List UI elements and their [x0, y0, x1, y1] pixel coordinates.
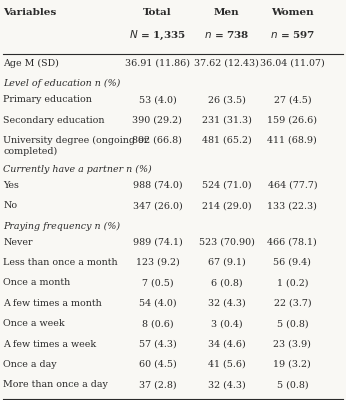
Text: 34 (4.6): 34 (4.6)	[208, 340, 246, 349]
Text: 524 (71.0): 524 (71.0)	[202, 181, 252, 190]
Text: 523 (70.90): 523 (70.90)	[199, 238, 255, 246]
Text: Men: Men	[214, 8, 239, 17]
Text: 27 (4.5): 27 (4.5)	[274, 95, 311, 104]
Text: 133 (22.3): 133 (22.3)	[267, 201, 317, 210]
Text: 60 (4.5): 60 (4.5)	[138, 360, 176, 369]
Text: 481 (65.2): 481 (65.2)	[202, 136, 252, 145]
Text: 37.62 (12.43): 37.62 (12.43)	[194, 59, 259, 68]
Text: 390 (29.2): 390 (29.2)	[133, 116, 182, 125]
Text: 214 (29.0): 214 (29.0)	[202, 201, 252, 210]
Text: 159 (26.6): 159 (26.6)	[267, 116, 317, 125]
Text: Less than once a month: Less than once a month	[3, 258, 118, 267]
Text: Praying frequency n (%): Praying frequency n (%)	[3, 222, 121, 231]
Text: Once a week: Once a week	[3, 319, 65, 328]
Text: More than once a day: More than once a day	[3, 380, 108, 390]
Text: $\mathit{n}$ = 738: $\mathit{n}$ = 738	[204, 29, 249, 40]
Text: 19 (3.2): 19 (3.2)	[273, 360, 311, 369]
Text: Variables: Variables	[3, 8, 57, 17]
Text: Level of education n (%): Level of education n (%)	[3, 79, 121, 88]
Text: 53 (4.0): 53 (4.0)	[138, 95, 176, 104]
Text: 22 (3.7): 22 (3.7)	[274, 299, 311, 308]
Text: Women: Women	[271, 8, 314, 17]
Text: 26 (3.5): 26 (3.5)	[208, 95, 246, 104]
Text: 36.91 (11.86): 36.91 (11.86)	[125, 59, 190, 68]
Text: 466 (78.1): 466 (78.1)	[267, 238, 317, 246]
Text: 464 (77.7): 464 (77.7)	[267, 181, 317, 190]
Text: 988 (74.0): 988 (74.0)	[133, 181, 182, 190]
Text: 5 (0.8): 5 (0.8)	[276, 319, 308, 328]
Text: A few times a month: A few times a month	[3, 299, 102, 308]
Text: 411 (68.9): 411 (68.9)	[267, 136, 317, 145]
Text: Once a day: Once a day	[3, 360, 57, 369]
Text: Total: Total	[143, 8, 172, 17]
Text: Primary education: Primary education	[3, 95, 92, 104]
Text: 67 (9.1): 67 (9.1)	[208, 258, 246, 267]
Text: 54 (4.0): 54 (4.0)	[139, 299, 176, 308]
Text: 1 (0.2): 1 (0.2)	[276, 278, 308, 288]
Text: 32 (4.3): 32 (4.3)	[208, 299, 246, 308]
Text: 989 (74.1): 989 (74.1)	[133, 238, 182, 246]
Text: 8 (0.6): 8 (0.6)	[142, 319, 173, 328]
Text: 23 (3.9): 23 (3.9)	[273, 340, 311, 349]
Text: 32 (4.3): 32 (4.3)	[208, 380, 246, 390]
Text: University degree (ongoing or
completed): University degree (ongoing or completed)	[3, 136, 149, 156]
Text: 41 (5.6): 41 (5.6)	[208, 360, 246, 369]
Text: No: No	[3, 201, 18, 210]
Text: Age M (SD): Age M (SD)	[3, 59, 59, 68]
Text: 892 (66.8): 892 (66.8)	[133, 136, 182, 145]
Text: 6 (0.8): 6 (0.8)	[211, 278, 243, 288]
Text: 37 (2.8): 37 (2.8)	[139, 380, 176, 390]
Text: $\mathit{N}$ = 1,335: $\mathit{N}$ = 1,335	[129, 29, 186, 42]
Text: Never: Never	[3, 238, 33, 246]
Text: 347 (26.0): 347 (26.0)	[133, 201, 182, 210]
Text: 7 (0.5): 7 (0.5)	[142, 278, 173, 288]
Text: $\mathit{n}$ = 597: $\mathit{n}$ = 597	[270, 29, 315, 40]
Text: 123 (9.2): 123 (9.2)	[136, 258, 179, 267]
Text: 57 (4.3): 57 (4.3)	[138, 340, 176, 349]
Text: A few times a week: A few times a week	[3, 340, 97, 349]
Text: Once a month: Once a month	[3, 278, 71, 288]
Text: Currently have a partner n (%): Currently have a partner n (%)	[3, 165, 152, 174]
Text: 3 (0.4): 3 (0.4)	[211, 319, 243, 328]
Text: 56 (9.4): 56 (9.4)	[273, 258, 311, 267]
Text: 36.04 (11.07): 36.04 (11.07)	[260, 59, 325, 68]
Text: Secondary education: Secondary education	[3, 116, 105, 125]
Text: 231 (31.3): 231 (31.3)	[202, 116, 252, 125]
Text: Yes: Yes	[3, 181, 19, 190]
Text: 5 (0.8): 5 (0.8)	[276, 380, 308, 390]
